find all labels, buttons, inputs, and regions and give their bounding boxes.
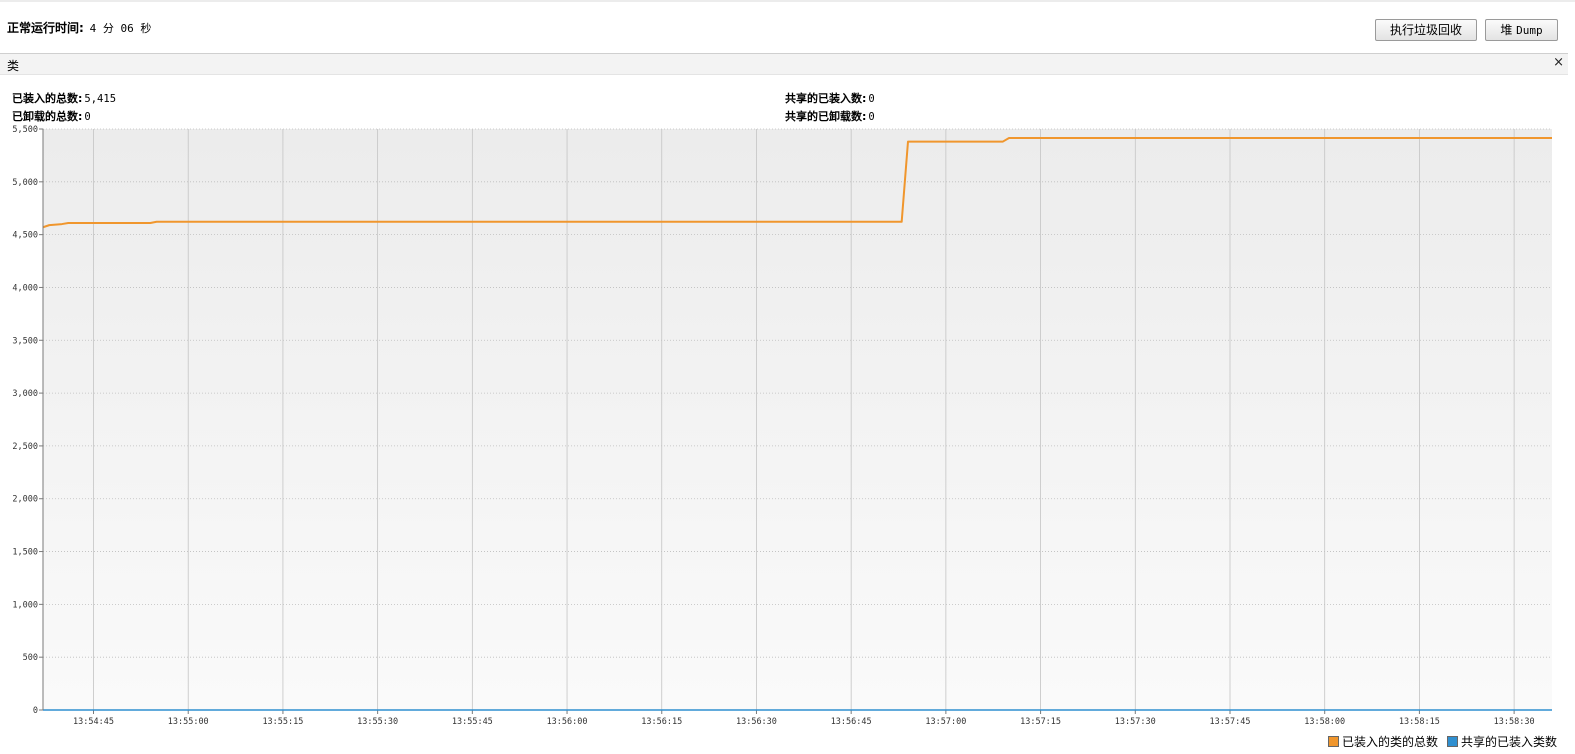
x-tick-label: 13:58:00 [1304, 717, 1345, 727]
stat-unloaded-total-label: 已卸载的总数: [12, 110, 83, 123]
legend-swatch-loaded [1328, 736, 1339, 747]
x-tick-label: 13:56:00 [547, 717, 588, 727]
y-tick-label: 3,000 [12, 389, 38, 399]
y-tick-label: 4,500 [12, 231, 38, 241]
y-tick-label: 2,500 [12, 442, 38, 452]
y-tick-label: 5,500 [12, 125, 38, 135]
y-tick-label: 4,000 [12, 283, 38, 293]
heap-dump-button[interactable]: 堆 Dump [1485, 19, 1558, 41]
y-tick-label: 2,000 [12, 495, 38, 505]
legend-label-shared: 共享的已装入类数 [1461, 735, 1558, 749]
legend-item-loaded: 已装入的类的总数 [1328, 733, 1438, 750]
x-tick-label: 13:54:45 [73, 717, 114, 727]
stat-shared-unloaded-value: 0 [868, 111, 875, 123]
y-tick-label: 1,000 [12, 600, 38, 610]
x-tick-label: 13:55:45 [452, 717, 493, 727]
classes-chart: 0 500 1,000 1,500 2,000 2,500 3,000 3,500 4,000 4… [12, 125, 1552, 727]
y-tick-label: 500 [23, 653, 38, 663]
x-tick-label: 13:55:15 [262, 717, 303, 727]
x-tick-label: 13:56:30 [736, 717, 777, 727]
stat-loaded-total-label: 已装入的总数: [12, 92, 83, 105]
legend-item-shared: 共享的已装入类数 [1447, 733, 1557, 750]
stat-shared-loaded: 共享的已装入数: 0 [785, 90, 875, 106]
heap-dump-button-prefix: 堆 [1500, 23, 1513, 37]
legend-swatch-shared [1447, 736, 1458, 747]
x-tick-label: 13:55:00 [168, 717, 209, 727]
panel-title: 类 [7, 59, 20, 73]
legend-label-loaded: 已装入的类的总数 [1342, 735, 1439, 749]
uptime-label: 正常运行时间: [7, 21, 84, 35]
close-icon[interactable]: × [1553, 55, 1564, 70]
stat-shared-unloaded: 共享的已卸载数: 0 [785, 108, 875, 124]
y-tick-label: 3,500 [12, 336, 38, 346]
stat-unloaded-total-value: 0 [84, 111, 91, 123]
y-tick-label: 5,000 [12, 178, 38, 188]
series-line-loaded [42, 136, 1552, 229]
x-tick-label: 13:55:30 [357, 717, 398, 727]
uptime-value: 4 分 06 秒 [89, 22, 152, 35]
x-tick-label: 13:56:45 [831, 717, 872, 727]
plot-area [43, 129, 1552, 710]
x-tick-label: 13:58:15 [1399, 717, 1440, 727]
x-tick-label: 13:58:30 [1494, 717, 1535, 727]
x-tick-label: 13:57:00 [925, 717, 966, 727]
x-tick-label: 13:57:15 [1020, 717, 1061, 727]
uptime: 正常运行时间: 4 分 06 秒 [7, 19, 151, 36]
stat-unloaded-total: 已卸载的总数: 0 [12, 108, 91, 124]
top-bar: 正常运行时间: 4 分 06 秒 执行垃圾回收 堆 Dump [0, 0, 1575, 53]
y-tick-label: 0 [33, 706, 38, 716]
y-tick-label: 1,500 [12, 548, 38, 558]
x-tick-label: 13:56:15 [641, 717, 682, 727]
stat-shared-loaded-label: 共享的已装入数: [785, 92, 867, 105]
perform-gc-button[interactable]: 执行垃圾回收 [1375, 19, 1477, 41]
x-tick-label: 13:57:45 [1210, 717, 1251, 727]
stat-shared-loaded-value: 0 [868, 93, 875, 105]
stat-shared-unloaded-label: 共享的已卸载数: [785, 110, 867, 123]
heap-dump-button-suffix: Dump [1516, 24, 1543, 37]
x-tick-label: 13:57:30 [1115, 717, 1156, 727]
classes-panel-header: 类 × [0, 53, 1568, 75]
stat-loaded-total: 已装入的总数: 5,415 [12, 90, 116, 106]
stat-loaded-total-value: 5,415 [84, 93, 117, 105]
